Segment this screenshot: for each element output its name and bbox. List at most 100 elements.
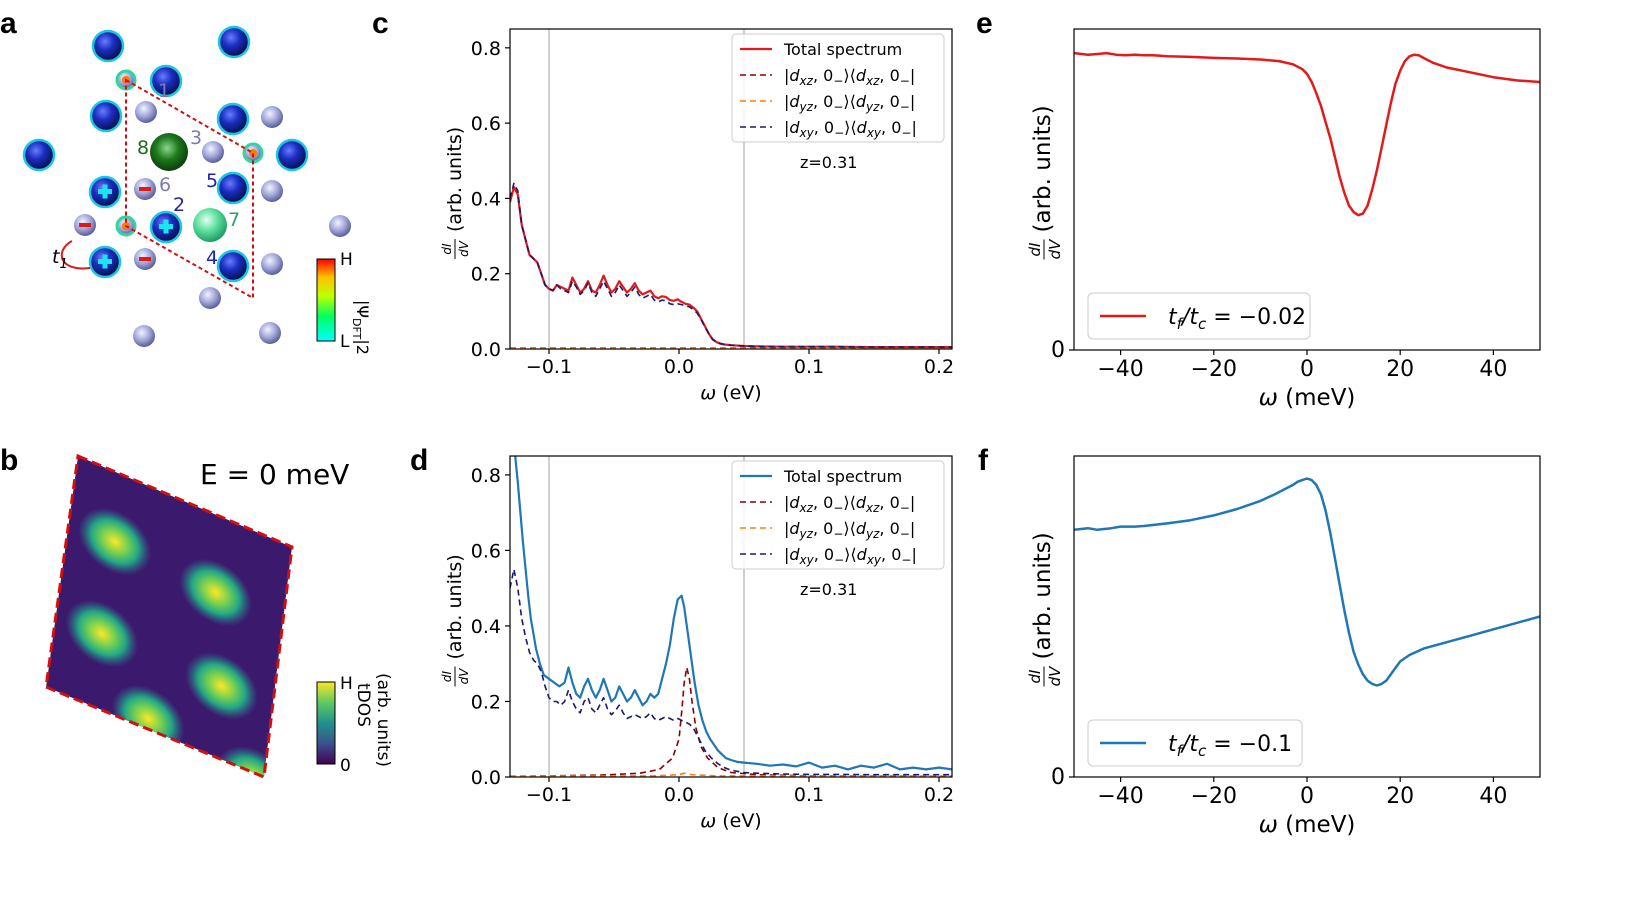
atom xyxy=(91,29,125,63)
legend-label-part: xy xyxy=(866,126,882,140)
legend-label-part: c xyxy=(1198,315,1207,333)
legend-label-part: yz xyxy=(799,100,814,114)
energy-label: E = 0 meV xyxy=(200,458,349,491)
legend-label-part: − xyxy=(900,527,910,541)
legend-label-part: c xyxy=(1198,742,1207,760)
legend-label-part: ⟩⟨ xyxy=(843,92,855,111)
atom xyxy=(135,101,157,123)
atom xyxy=(216,249,250,283)
colorbar-b-top: H xyxy=(340,674,353,694)
atom xyxy=(89,99,123,133)
atom xyxy=(199,287,221,309)
tdos-map: E = 0 meV H 0 tDOS (arb. units) xyxy=(44,453,393,780)
x-tick-label: 0.2 xyxy=(924,784,954,806)
plot-area xyxy=(510,456,952,777)
legend-label: Total spectrum xyxy=(783,40,902,59)
legend-label-part: | xyxy=(784,118,789,137)
legend-label-part: − xyxy=(833,74,843,88)
x-axis-label-unit: (eV) xyxy=(716,382,762,404)
legend-label-part: − xyxy=(833,527,843,541)
atom xyxy=(22,138,56,172)
dark-atoms xyxy=(22,25,309,283)
x-tick-label: 0.1 xyxy=(794,784,824,806)
legend-label-part: − xyxy=(834,126,844,140)
minus-sign xyxy=(139,187,151,191)
atom xyxy=(275,138,309,172)
atom xyxy=(261,180,283,202)
legend-label-part: yz xyxy=(799,527,814,541)
x-tick-label: −40 xyxy=(1097,784,1143,809)
legend-label-part: xy xyxy=(799,126,815,140)
legend-box xyxy=(731,33,945,143)
legend-label-part: | xyxy=(911,545,916,564)
legend-label-part: ⟩⟨ xyxy=(843,519,855,538)
legend-label-part: d xyxy=(789,545,800,564)
y-axis-label: dI dV (arb. units) xyxy=(440,554,471,687)
legend-label-part: | xyxy=(910,519,915,538)
legend-label-part: xz xyxy=(799,74,814,88)
x-tick-label: 0.0 xyxy=(664,784,694,806)
plus-sign xyxy=(102,184,108,199)
x-tick-label: −20 xyxy=(1191,784,1237,809)
legend-label-part: , 0 xyxy=(881,118,901,137)
chart-annotation: z=0.31 xyxy=(800,153,857,172)
series-line xyxy=(510,772,952,777)
y-tick-label: 0.6 xyxy=(471,113,501,135)
minus-sign xyxy=(139,257,151,261)
legend-label-part: , 0 xyxy=(813,66,833,85)
atom-number-6: 6 xyxy=(159,174,171,196)
y-label-text: (arb. units) xyxy=(1030,105,1056,232)
legend-label: |dyz, 0−⟩⟨dyz, 0−| xyxy=(784,92,915,114)
x-tick-label: −40 xyxy=(1097,357,1143,382)
x-axis-label: ω (meV) xyxy=(1259,385,1356,411)
legend-label-part: ⟩⟨ xyxy=(843,493,855,512)
panel-label-e: e xyxy=(976,7,993,40)
axes-frame xyxy=(509,455,953,778)
chart-d: −0.1 0.0 0.1 0.2 0.0 0.2 0.4 0.6 0.8 ω (eV) dI dV (a… xyxy=(440,455,954,832)
legend-label-part: = −0.1 xyxy=(1206,732,1292,757)
legend-label-part: d xyxy=(789,519,800,538)
legend-box xyxy=(731,460,945,570)
legend-label-part: d xyxy=(856,92,867,111)
hopping-arrow xyxy=(60,240,91,270)
y-label-text: (arb. units) xyxy=(444,127,466,232)
series-line xyxy=(510,666,952,777)
legend-label-part: ⟩⟨ xyxy=(844,118,856,137)
y-tick-label: 0.0 xyxy=(471,339,501,361)
atom xyxy=(216,102,250,136)
y-label-text: (arb. units) xyxy=(1030,532,1056,659)
x-axis-label: ω (eV) xyxy=(700,810,761,832)
y-axis-label: dI dV (arb. units) xyxy=(1026,532,1064,687)
series-line xyxy=(510,568,952,776)
y-label-numerator: dI xyxy=(1026,242,1044,257)
series-line xyxy=(1074,51,1540,217)
atom xyxy=(329,215,351,237)
atom xyxy=(133,325,155,347)
colorbar-a-top: H xyxy=(340,250,353,270)
legend-label-part: − xyxy=(901,553,911,567)
y-tick-label: 0.2 xyxy=(471,691,501,713)
legend-label-part: , 0 xyxy=(881,545,901,564)
legend-label-part: − xyxy=(900,74,910,88)
atom xyxy=(261,106,283,128)
x-axis-label-unit: (eV) xyxy=(716,810,762,832)
colorbar-b-label-2: (arb. units) xyxy=(373,673,393,767)
legend-label-part: , 0 xyxy=(879,66,899,85)
colorbar-a xyxy=(316,258,336,342)
x-axis-label-symbol: ω xyxy=(700,810,716,832)
panel-label-d: d xyxy=(410,444,428,477)
atom xyxy=(261,253,283,275)
legend-label-part: f xyxy=(1177,742,1185,760)
legend-label-part: | xyxy=(784,66,789,85)
legend-label-part: − xyxy=(901,126,911,140)
legend-label: |dxy, 0−⟩⟨dxy, 0−| xyxy=(784,545,917,567)
legend-label-part: , 0 xyxy=(813,493,833,512)
y-tick-label: 0.4 xyxy=(471,616,501,638)
legend-label-part: t xyxy=(1168,305,1178,330)
legend-label-part: xy xyxy=(866,553,882,567)
legend-label-part: f xyxy=(1177,315,1185,333)
sign-markers xyxy=(79,184,173,269)
